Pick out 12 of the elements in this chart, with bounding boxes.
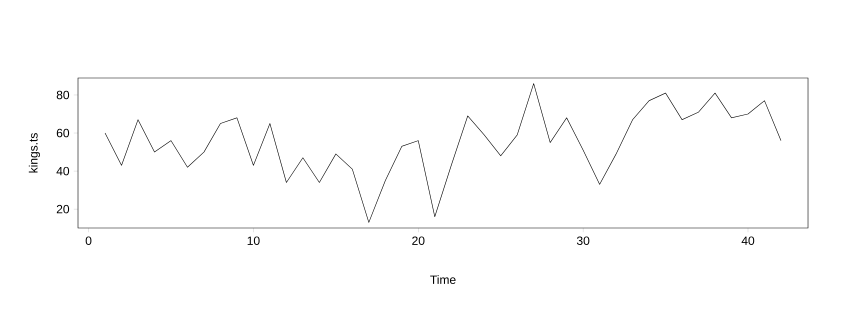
y-axis-title: kings.ts <box>28 133 40 173</box>
x-tick-label: 0 <box>86 236 92 245</box>
x-tick-label: 30 <box>576 236 590 245</box>
y-tick-label: 80 <box>56 90 70 100</box>
x-tick-label: 20 <box>412 236 424 245</box>
x-tick-label: 10 <box>248 236 260 245</box>
x-axis-title: Time <box>430 275 456 284</box>
y-tick-label: 20 <box>56 204 70 214</box>
y-tick-label: 60 <box>56 128 70 138</box>
y-tick-label: 40 <box>56 166 70 176</box>
line-series <box>104 83 782 223</box>
x-tick-label: 40 <box>742 236 754 245</box>
